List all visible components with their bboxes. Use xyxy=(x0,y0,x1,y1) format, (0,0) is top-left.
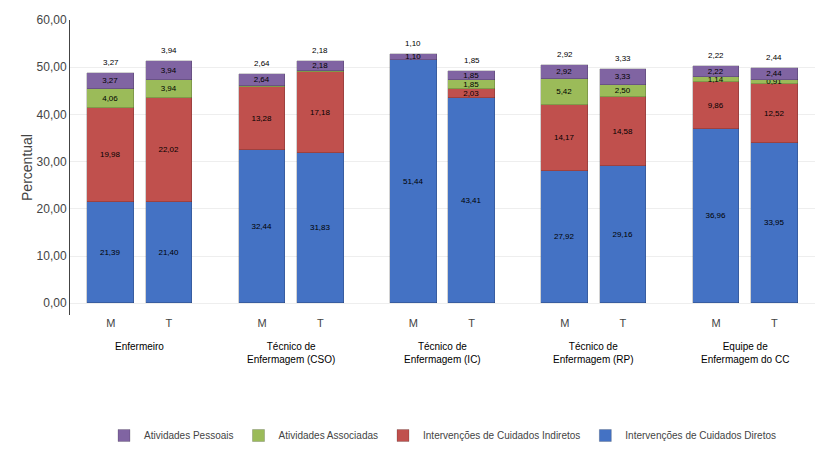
svg-text:M: M xyxy=(409,317,418,329)
svg-text:M: M xyxy=(106,317,115,329)
svg-text:5,42: 5,42 xyxy=(556,87,572,96)
svg-text:27,92: 27,92 xyxy=(554,232,575,241)
svg-text:22,02: 22,02 xyxy=(158,145,179,154)
svg-text:3,94: 3,94 xyxy=(161,84,177,93)
svg-text:60,00: 60,00 xyxy=(37,13,67,27)
svg-text:51,44: 51,44 xyxy=(403,177,424,186)
svg-text:36,96: 36,96 xyxy=(705,211,726,220)
svg-text:19,98: 19,98 xyxy=(100,150,121,159)
svg-text:1,85: 1,85 xyxy=(463,80,479,89)
svg-text:2,18: 2,18 xyxy=(312,46,328,55)
svg-text:31,83: 31,83 xyxy=(310,223,331,232)
svg-text:2,22: 2,22 xyxy=(708,67,724,76)
svg-text:13,28: 13,28 xyxy=(251,114,272,123)
svg-text:Equipe deEnfermagem do CC: Equipe deEnfermagem do CC xyxy=(701,341,789,365)
svg-text:1,85: 1,85 xyxy=(463,71,479,80)
svg-text:M: M xyxy=(257,317,266,329)
svg-text:M: M xyxy=(560,317,569,329)
svg-text:32,44: 32,44 xyxy=(251,222,272,231)
svg-text:21,39: 21,39 xyxy=(100,248,121,257)
svg-text:2,92: 2,92 xyxy=(556,67,572,76)
svg-text:T: T xyxy=(468,317,475,329)
svg-text:3,94: 3,94 xyxy=(161,66,177,75)
svg-text:21,40: 21,40 xyxy=(158,248,179,257)
svg-text:Atividades Associadas: Atividades Associadas xyxy=(279,430,379,441)
svg-text:29,16: 29,16 xyxy=(612,230,633,239)
svg-text:Atividades Pessoais: Atividades Pessoais xyxy=(144,430,234,441)
svg-text:33,95: 33,95 xyxy=(764,218,785,227)
svg-text:2,92: 2,92 xyxy=(557,50,573,59)
svg-text:Percentual: Percentual xyxy=(19,134,35,201)
svg-text:1,14: 1,14 xyxy=(708,75,724,84)
svg-text:14,17: 14,17 xyxy=(554,133,575,142)
svg-text:1,10: 1,10 xyxy=(405,52,421,61)
svg-text:2,22: 2,22 xyxy=(708,51,724,60)
svg-text:30,00: 30,00 xyxy=(37,155,67,169)
svg-text:17,18: 17,18 xyxy=(310,108,331,117)
svg-text:3,27: 3,27 xyxy=(103,58,119,67)
svg-text:2,64: 2,64 xyxy=(254,59,270,68)
svg-text:T: T xyxy=(771,317,778,329)
svg-text:1,10: 1,10 xyxy=(405,39,421,48)
svg-text:10,00: 10,00 xyxy=(37,249,67,263)
svg-text:0,00: 0,00 xyxy=(43,296,67,310)
svg-text:43,41: 43,41 xyxy=(461,196,482,205)
svg-text:M: M xyxy=(711,317,720,329)
svg-text:2,44: 2,44 xyxy=(766,53,782,62)
svg-text:4,06: 4,06 xyxy=(102,94,118,103)
svg-text:0,91: 0,91 xyxy=(766,77,782,86)
svg-text:2,18: 2,18 xyxy=(312,61,328,70)
svg-text:T: T xyxy=(317,317,324,329)
svg-text:3,33: 3,33 xyxy=(615,54,631,63)
svg-text:40,00: 40,00 xyxy=(37,108,67,122)
svg-text:3,27: 3,27 xyxy=(102,76,118,85)
svg-text:2,03: 2,03 xyxy=(463,89,479,98)
svg-text:2,44: 2,44 xyxy=(766,69,782,78)
svg-text:12,52: 12,52 xyxy=(764,109,785,118)
svg-text:20,00: 20,00 xyxy=(37,202,67,216)
svg-text:3,94: 3,94 xyxy=(161,46,177,55)
svg-text:2,64: 2,64 xyxy=(254,75,270,84)
svg-text:50,00: 50,00 xyxy=(37,60,67,74)
svg-text:T: T xyxy=(620,317,627,329)
svg-text:Técnico deEnfermagem (IC): Técnico deEnfermagem (IC) xyxy=(404,341,481,365)
svg-text:Enfermeiro: Enfermeiro xyxy=(115,341,164,352)
svg-text:2,50: 2,50 xyxy=(615,86,631,95)
svg-text:1,85: 1,85 xyxy=(464,56,480,65)
svg-text:9,86: 9,86 xyxy=(708,101,724,110)
svg-text:Técnico deEnfermagem (CSO): Técnico deEnfermagem (CSO) xyxy=(247,341,335,365)
svg-text:14,58: 14,58 xyxy=(612,127,633,136)
svg-text:3,33: 3,33 xyxy=(615,72,631,81)
svg-text:T: T xyxy=(166,317,173,329)
svg-text:Técnico deEnfermagem (RP): Técnico deEnfermagem (RP) xyxy=(553,341,634,365)
svg-text:Intervenções de Cuidados Indir: Intervenções de Cuidados Indiretos xyxy=(423,430,580,441)
svg-text:Intervenções de Cuidados Diret: Intervenções de Cuidados Diretos xyxy=(625,430,776,441)
